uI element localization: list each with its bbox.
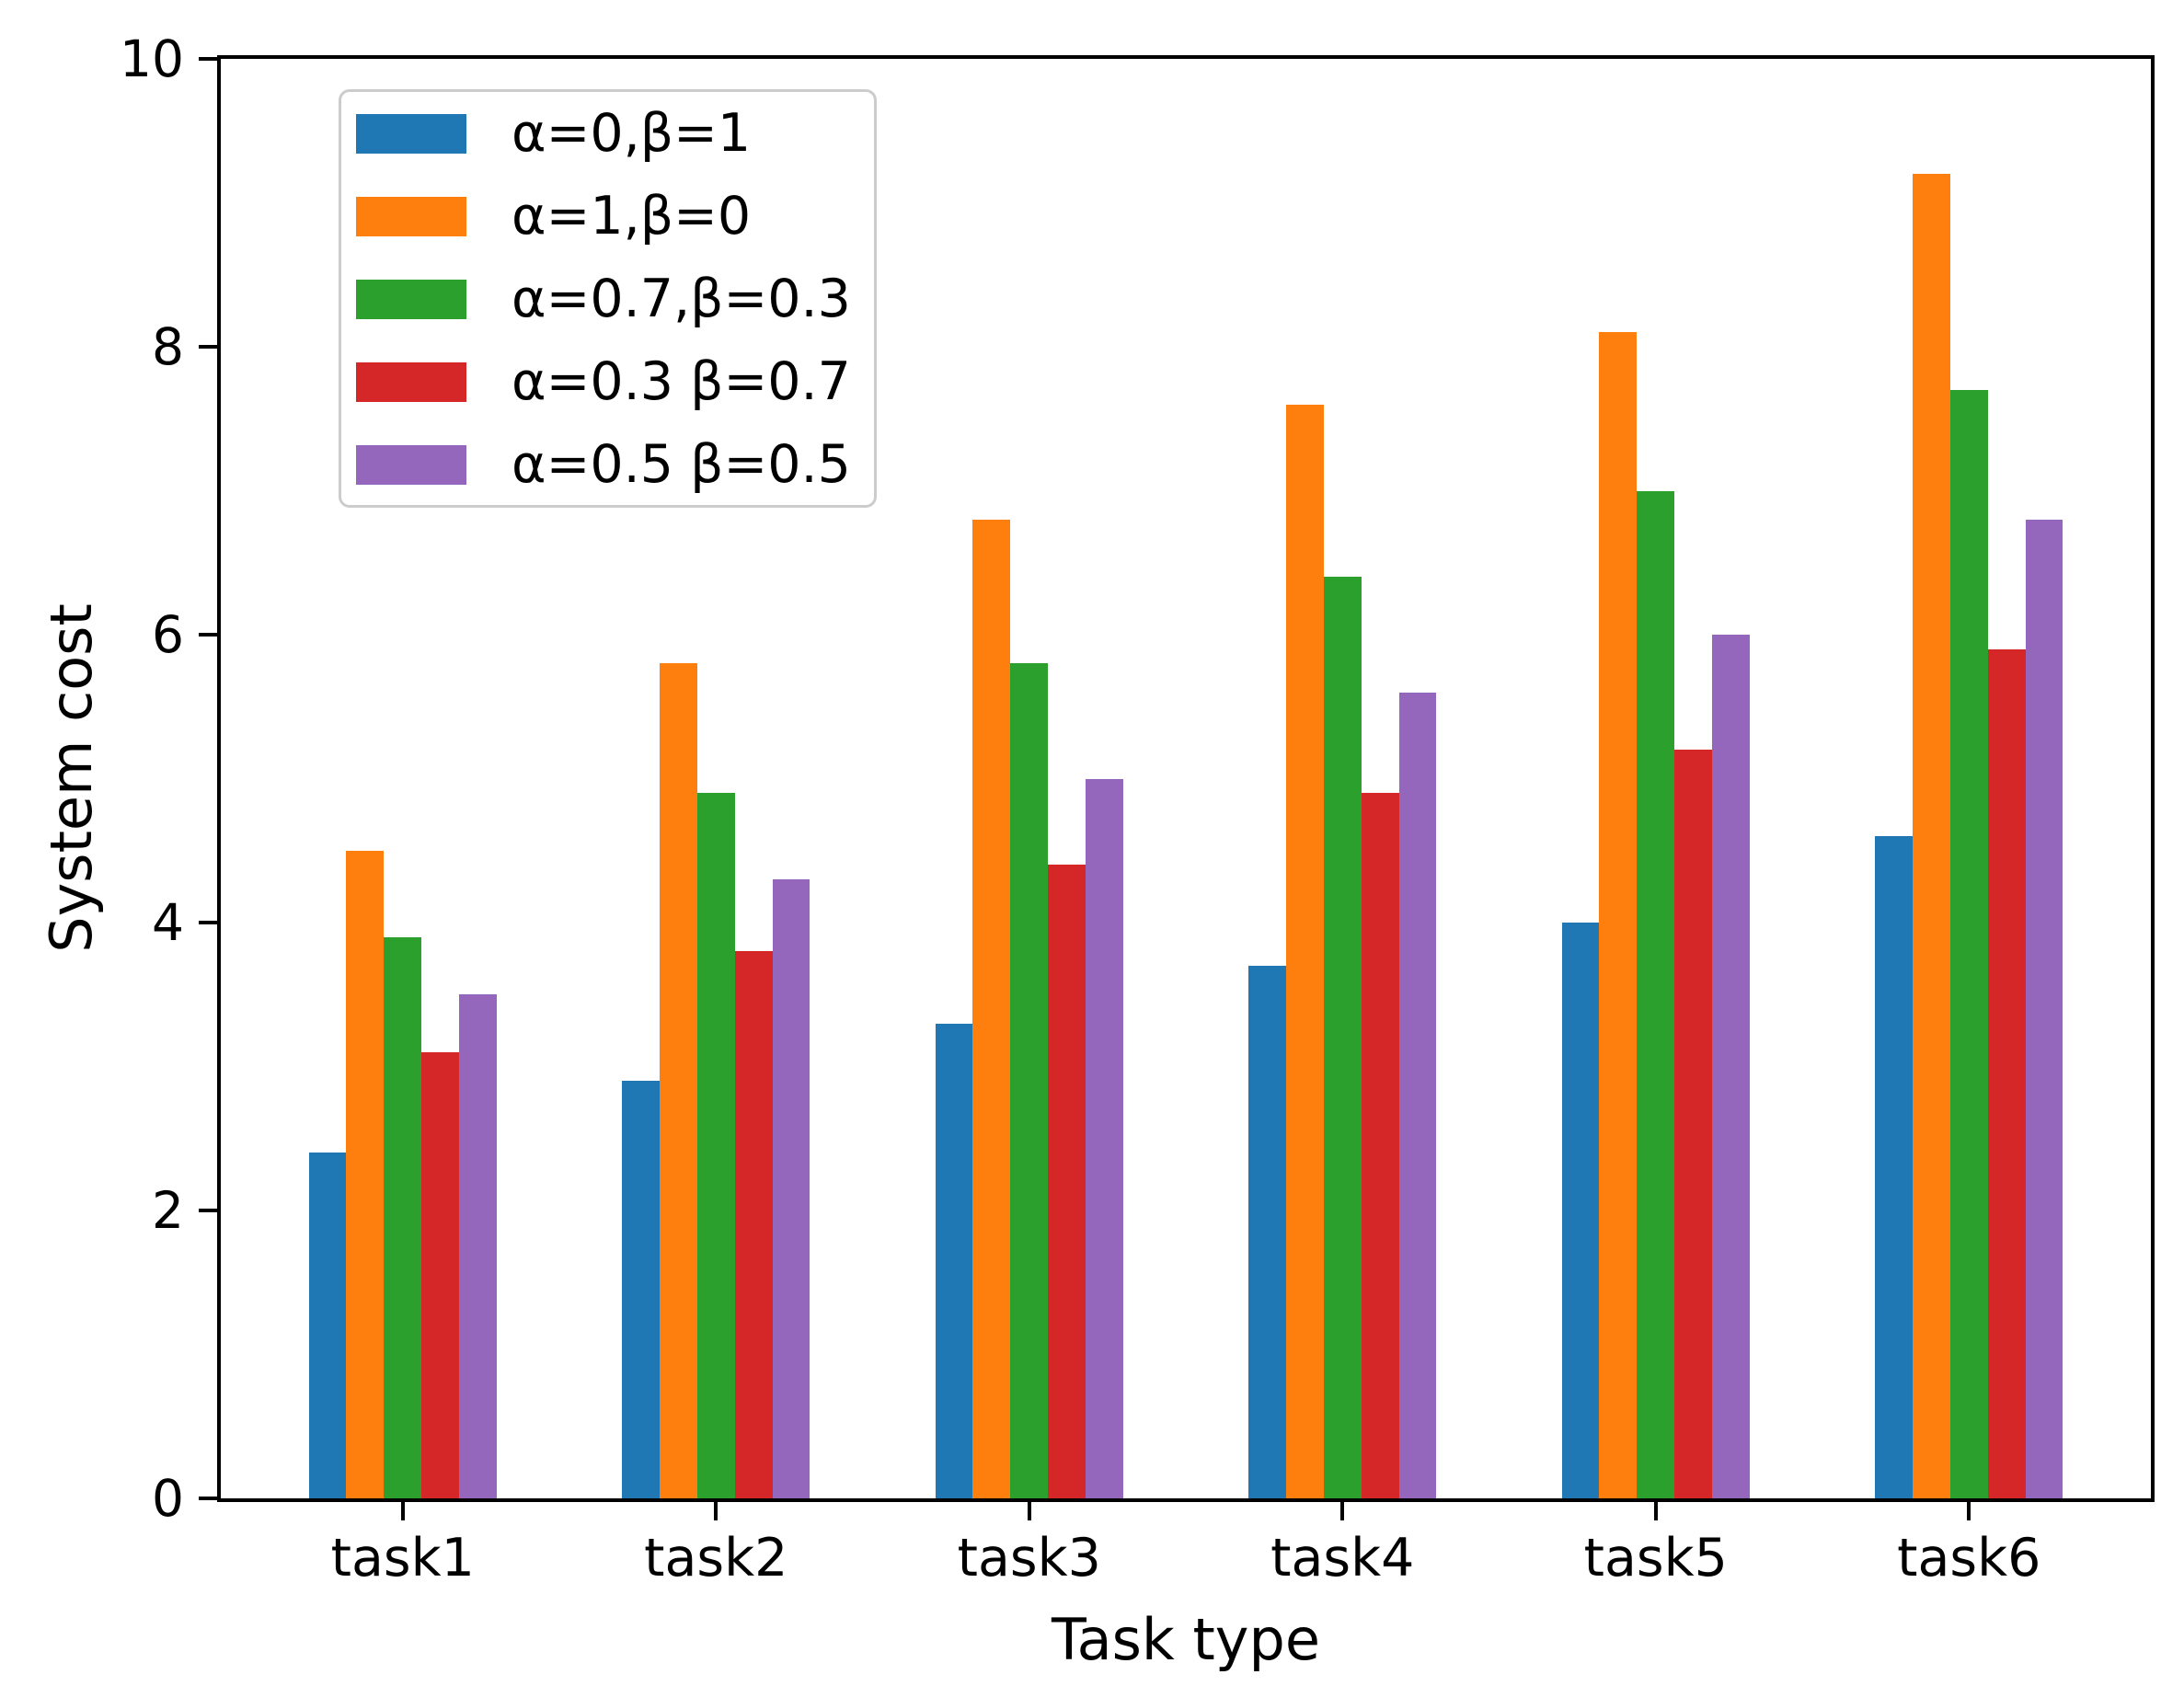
x-tick-label-task6: task6 xyxy=(1897,1528,2041,1589)
bar-task6-series4 xyxy=(1987,648,2026,1498)
x-tick xyxy=(400,1502,405,1520)
y-tick xyxy=(199,633,217,637)
legend-label-series2: α=1,β=0 xyxy=(512,186,752,247)
bar-task2-series5 xyxy=(772,879,810,1498)
legend-swatch-series3 xyxy=(356,280,466,319)
bar-task1-series4 xyxy=(421,1051,460,1498)
bar-task6-series5 xyxy=(2025,519,2063,1498)
legend-swatch-series2 xyxy=(356,197,466,236)
bar-task4-series2 xyxy=(1285,404,1324,1498)
y-tick xyxy=(199,1497,217,1500)
bar-task6-series1 xyxy=(1875,836,1913,1498)
legend-label-series4: α=0.3 β=0.7 xyxy=(512,351,851,412)
x-tick-label-task2: task2 xyxy=(644,1528,788,1589)
bar-task5-series3 xyxy=(1637,490,1675,1498)
bar-task3-series4 xyxy=(1048,865,1086,1498)
y-tick xyxy=(199,1209,217,1212)
x-tick-label-task4: task4 xyxy=(1270,1528,1415,1589)
y-tick-label: 0 xyxy=(152,1469,184,1528)
bar-task5-series2 xyxy=(1599,332,1638,1498)
legend-label-series1: α=0,β=1 xyxy=(512,103,752,164)
y-tick xyxy=(199,921,217,924)
legend-swatch-series1 xyxy=(356,114,466,154)
y-tick-label: 2 xyxy=(152,1181,184,1240)
bar-task5-series5 xyxy=(1712,635,1750,1498)
bar-task6-series2 xyxy=(1912,174,1950,1498)
bar-task5-series1 xyxy=(1561,923,1600,1498)
x-tick-label-task3: task3 xyxy=(957,1528,1101,1589)
y-tick xyxy=(199,57,217,61)
y-tick xyxy=(199,345,217,349)
bar-task1-series2 xyxy=(346,850,385,1498)
x-tick xyxy=(1340,1502,1345,1520)
legend-swatch-series5 xyxy=(356,445,466,485)
x-axis-title: Task type xyxy=(1051,1606,1321,1673)
y-tick-label: 8 xyxy=(152,317,184,376)
bar-task4-series1 xyxy=(1248,965,1286,1498)
x-tick xyxy=(714,1502,718,1520)
bar-task5-series4 xyxy=(1674,750,1713,1498)
bar-task4-series4 xyxy=(1361,793,1399,1498)
x-tick xyxy=(1653,1502,1658,1520)
x-tick-label-task5: task5 xyxy=(1583,1528,1728,1589)
bar-task2-series4 xyxy=(734,951,773,1498)
bar-task4-series3 xyxy=(1323,577,1362,1498)
bar-task3-series2 xyxy=(972,519,1011,1498)
y-tick-label: 4 xyxy=(152,893,184,952)
x-tick xyxy=(1027,1502,1031,1520)
legend-label-series3: α=0.7,β=0.3 xyxy=(512,269,851,329)
x-tick-label-task1: task1 xyxy=(330,1528,475,1589)
bar-task2-series3 xyxy=(696,793,735,1498)
y-tick-label: 10 xyxy=(120,29,184,88)
bar-task3-series5 xyxy=(1086,778,1123,1498)
bar-task2-series2 xyxy=(659,663,697,1498)
bar-task4-series5 xyxy=(1398,692,1437,1498)
legend-swatch-series4 xyxy=(356,362,466,402)
legend: α=0,β=1 α=1,β=0 α=0.7,β=0.3 α=0.3 β=0.7 α=0.… xyxy=(339,89,877,508)
bar-task6-series3 xyxy=(1949,389,1988,1498)
bar-task2-series1 xyxy=(622,1081,660,1498)
legend-label-series5: α=0.5 β=0.5 xyxy=(512,434,851,495)
y-tick-label: 6 xyxy=(152,605,184,664)
bar-task1-series5 xyxy=(459,994,497,1498)
bar-task1-series3 xyxy=(384,936,422,1498)
y-axis-title: System cost xyxy=(38,603,105,953)
plot-area xyxy=(217,55,2155,1502)
bar-task3-series1 xyxy=(935,1023,973,1498)
x-tick xyxy=(1967,1502,1971,1520)
bar-task1-series1 xyxy=(308,1153,347,1498)
bar-task3-series3 xyxy=(1010,663,1049,1498)
